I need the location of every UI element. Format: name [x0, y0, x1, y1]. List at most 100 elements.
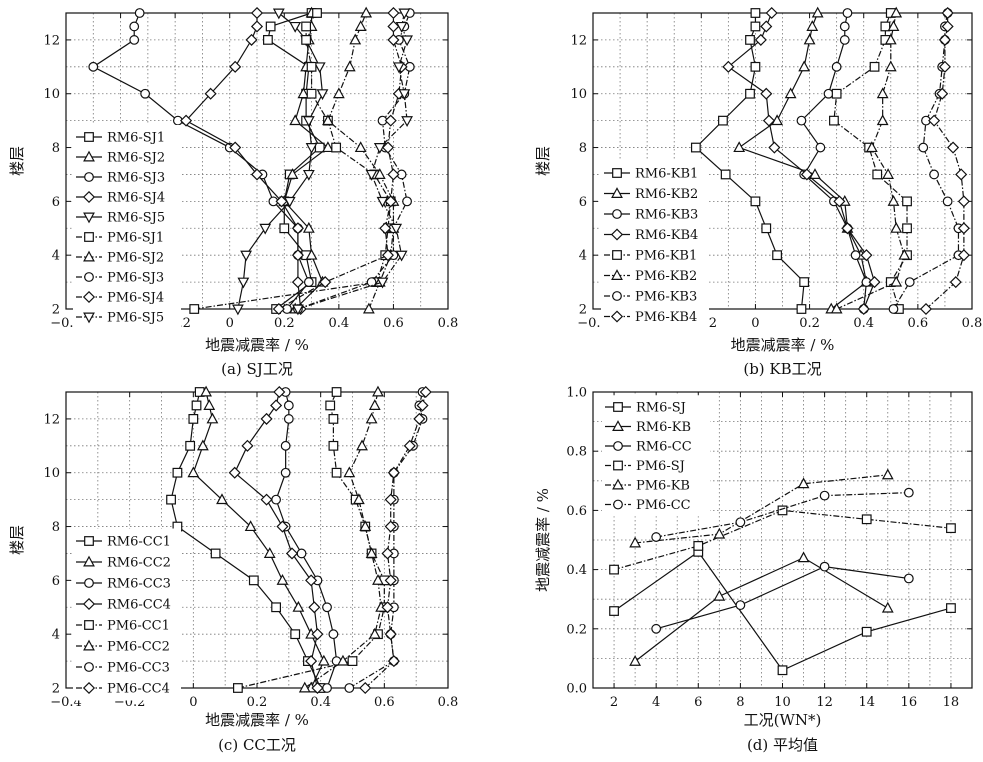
- legend-marker: [611, 269, 623, 280]
- chart-caption: (c) CC工况: [218, 736, 296, 754]
- data-point: [651, 532, 662, 542]
- legend-marker: [83, 555, 95, 567]
- data-point: [841, 222, 854, 235]
- legend-marker: [84, 172, 94, 182]
- legend-entry-pm6-kb: PM6-KB: [605, 479, 690, 494]
- series-line: [800, 12, 868, 310]
- legend-entry-pm6-kb4: PM6-KB4: [604, 310, 697, 325]
- x-tick-label: 12: [816, 695, 833, 710]
- data-point: [750, 21, 761, 32]
- chart-caption: (a) SJ工况: [221, 360, 293, 378]
- data-point: [305, 655, 318, 668]
- legend-entry-pm6-cc: PM6-CC: [605, 498, 691, 513]
- data-point: [941, 6, 954, 20]
- y-tick-label: 8: [579, 141, 587, 156]
- legend-entry-rm6-sj: RM6-SJ: [605, 401, 686, 416]
- series-line: [349, 391, 424, 689]
- x-tick-label: 2: [610, 695, 618, 710]
- data-point: [387, 6, 400, 20]
- data-point: [301, 35, 312, 45]
- legend-entry-rm6-sj1: RM6-SJ1: [76, 131, 165, 146]
- data-point: [233, 683, 243, 693]
- data-point: [797, 551, 810, 563]
- data-point: [919, 302, 933, 316]
- legend-label: PM6-CC3: [107, 661, 170, 676]
- series-rm6-sj1: [263, 8, 325, 314]
- data-point: [754, 33, 767, 46]
- data-point: [416, 399, 429, 412]
- data-point: [189, 304, 200, 314]
- data-point: [311, 628, 324, 641]
- x-tick-label: 6: [694, 695, 702, 710]
- data-point: [392, 62, 405, 74]
- data-point: [941, 20, 954, 33]
- legend-marker: [612, 478, 624, 490]
- data-point: [387, 168, 400, 181]
- data-point: [403, 439, 416, 452]
- data-point: [760, 20, 773, 33]
- y-tick-label: 10: [570, 87, 587, 102]
- data-point: [745, 88, 755, 99]
- data-point: [929, 169, 939, 180]
- legend-entry-rm6-cc3: RM6-CC3: [76, 577, 171, 592]
- data-point: [949, 276, 962, 289]
- y-tick-label: 4: [579, 249, 587, 264]
- data-point: [777, 505, 788, 516]
- legend-label: RM6-KB2: [635, 187, 698, 202]
- y-tick-label: 4: [52, 628, 60, 643]
- data-point: [245, 33, 258, 46]
- data-point: [398, 89, 411, 101]
- data-point: [291, 249, 304, 262]
- data-point: [322, 683, 332, 693]
- data-point: [401, 35, 413, 47]
- data-point: [290, 629, 301, 640]
- legend: RM6-SJ RM6-KB RM6-CC PM6-SJ PM6-KB PM6-CC: [602, 395, 710, 517]
- data-point: [946, 603, 956, 613]
- data-point: [337, 654, 349, 666]
- data-point: [271, 494, 282, 505]
- legend-entry-pm6-sj3: PM6-SJ3: [76, 271, 164, 286]
- legend-entry-pm6-cc2: PM6-CC2: [76, 640, 170, 655]
- data-point: [735, 600, 746, 611]
- legend-label: RM6-SJ4: [107, 191, 165, 206]
- data-point: [733, 141, 746, 153]
- legend-entry-pm6-sj: PM6-SJ: [605, 459, 685, 474]
- series-line: [297, 12, 408, 310]
- x-axis-label: 地震减震率 / %: [731, 336, 835, 354]
- legend-marker: [610, 228, 624, 241]
- series-line: [836, 12, 905, 310]
- data-point: [240, 250, 252, 262]
- data-point: [784, 87, 797, 99]
- legend-label: RM6-SJ: [636, 401, 686, 416]
- legend-entry-rm6-sj3: RM6-SJ3: [76, 171, 165, 186]
- series-line: [694, 13, 805, 310]
- data-point: [713, 589, 726, 601]
- data-point: [229, 60, 242, 73]
- legend-marker: [84, 132, 94, 142]
- data-point: [768, 141, 781, 154]
- legend-label: PM6-CC1: [107, 619, 170, 634]
- data-point: [806, 20, 819, 31]
- data-point: [865, 141, 878, 153]
- data-point: [942, 196, 953, 207]
- legend-label: RM6-KB3: [635, 208, 698, 223]
- data-point: [365, 412, 378, 424]
- data-point: [322, 602, 332, 613]
- data-point: [322, 141, 334, 153]
- data-point: [191, 400, 202, 411]
- legend-label: RM6-SJ2: [107, 151, 165, 166]
- legend-marker: [83, 639, 95, 651]
- data-point: [903, 487, 914, 498]
- legend-label: RM6-CC4: [107, 598, 171, 613]
- data-point: [272, 8, 285, 20]
- series-pm6-kb4: [919, 6, 970, 316]
- legend-label: PM6-SJ2: [107, 251, 164, 266]
- legend-entry-rm6-cc4: RM6-CC4: [76, 598, 171, 613]
- data-point: [344, 683, 355, 693]
- x-tick-label: 0.4: [310, 695, 331, 710]
- legend-label: RM6-SJ3: [107, 171, 165, 186]
- data-point: [352, 493, 365, 505]
- data-point: [384, 114, 397, 127]
- series-pm6-cc: [651, 487, 914, 542]
